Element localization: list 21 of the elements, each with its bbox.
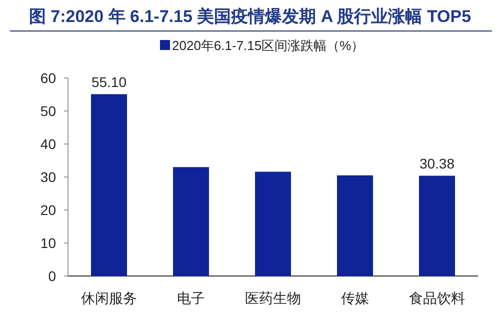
bar xyxy=(255,172,291,276)
x-tick-label: 传媒 xyxy=(341,290,369,306)
y-tick-label: 60 xyxy=(40,70,56,86)
x-tick-label: 电子 xyxy=(177,290,205,306)
bar xyxy=(337,175,373,276)
data-label: 30.38 xyxy=(419,156,455,172)
y-tick-label: 20 xyxy=(40,202,56,218)
legend-label: 2020年6.1-7.15区间涨跌幅（%） xyxy=(172,38,364,53)
y-tick-label: 40 xyxy=(40,136,56,152)
bar xyxy=(173,167,209,276)
chart-title: 图 7:2020 年 6.1-7.15 美国疫情爆发期 A 股行业涨幅 TOP5 xyxy=(28,7,472,26)
y-tick-label: 10 xyxy=(40,235,56,251)
x-tick-label: 食品饮料 xyxy=(409,290,465,306)
data-label: 55.10 xyxy=(91,74,127,90)
y-tick-label: 30 xyxy=(40,169,56,185)
x-tick-label: 医药生物 xyxy=(245,290,301,306)
y-tick-label: 0 xyxy=(48,268,56,284)
y-tick-label: 50 xyxy=(40,103,56,119)
bar xyxy=(91,94,127,276)
bar xyxy=(419,176,455,276)
x-tick-label: 休闲服务 xyxy=(81,290,137,306)
